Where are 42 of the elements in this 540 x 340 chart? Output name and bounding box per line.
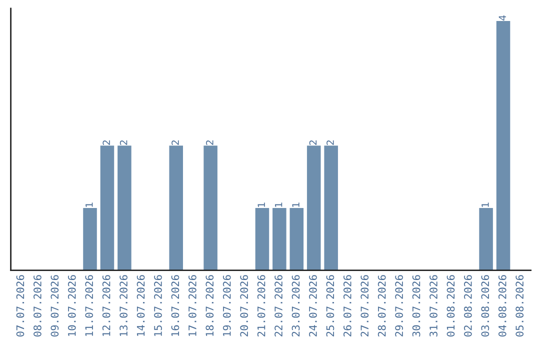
x-tick-label: 20.07.2026 xyxy=(240,275,248,336)
x-tick-label: 07.07.2026 xyxy=(16,275,24,336)
x-tick-label: 18.07.2026 xyxy=(206,275,214,336)
x-tick-label: 15.07.2026 xyxy=(154,275,162,336)
data-label: 1 xyxy=(275,202,282,207)
x-tick-label: 08.07.2026 xyxy=(34,275,42,336)
data-label: 4 xyxy=(498,15,506,20)
x-tick-label: 17.07.2026 xyxy=(188,275,196,336)
x-tick-label: 28.07.2026 xyxy=(378,275,386,336)
data-label: 1 xyxy=(482,202,489,207)
x-tick-label: 29.07.2026 xyxy=(395,275,404,336)
data-label: 1 xyxy=(292,202,300,207)
x-tick-label: 11.07.2026 xyxy=(85,275,94,336)
data-label: 2 xyxy=(309,140,317,145)
x-tick-label: 19.07.2026 xyxy=(222,275,231,336)
x-tick-label: 16.07.2026 xyxy=(171,275,180,336)
data-label: 1 xyxy=(86,202,93,207)
x-tick-label: 26.07.2026 xyxy=(343,275,352,336)
x-tick-label: 25.07.2026 xyxy=(326,275,334,336)
x-tick-label: 01.08.2026 xyxy=(446,275,455,336)
x-tick-label: 02.08.2026 xyxy=(464,275,472,336)
x-tick-label: 30.07.2026 xyxy=(412,275,420,336)
x-tick-label: 24.07.2026 xyxy=(309,275,317,336)
x-tick-label: 23.07.2026 xyxy=(292,275,300,336)
data-label: 2 xyxy=(206,140,214,145)
x-tick-label: 10.07.2026 xyxy=(68,275,76,336)
x-tick-label: 05.08.2026 xyxy=(516,275,524,336)
data-label: 2 xyxy=(172,140,179,145)
data-label: 2 xyxy=(326,140,334,145)
x-tick-label: 12.07.2026 xyxy=(102,275,110,336)
data-label: 2 xyxy=(120,140,128,145)
x-tick-label: 27.07.2026 xyxy=(360,275,369,336)
x-tick-label: 03.08.2026 xyxy=(481,275,490,336)
x-tick-label: 22.07.2026 xyxy=(274,275,282,336)
data-label: 2 xyxy=(102,140,110,145)
x-tick-label: 09.07.2026 xyxy=(50,275,59,336)
x-tick-label: 13.07.2026 xyxy=(120,275,128,336)
x-tick-label: 14.07.2026 xyxy=(136,275,145,336)
x-tick-label: 21.07.2026 xyxy=(257,275,266,336)
data-label: 1 xyxy=(258,202,265,207)
x-tick-label: 31.07.2026 xyxy=(430,275,438,336)
x-tick-label: 04.08.2026 xyxy=(498,275,506,336)
